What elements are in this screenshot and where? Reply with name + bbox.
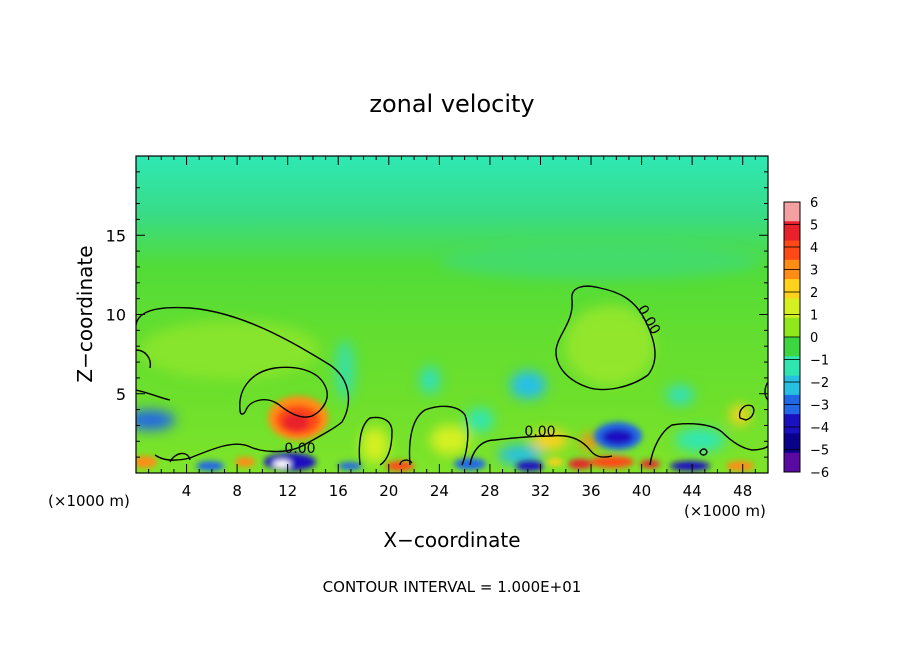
heatmap-field [136, 156, 768, 473]
colorbar-swatch [784, 356, 800, 377]
colorbar-label: −4 [810, 421, 829, 436]
colorbar-swatch [784, 298, 800, 319]
contour-line [239, 366, 328, 418]
contour-line [738, 404, 755, 421]
contour-line [764, 381, 768, 401]
x-tick-label: 48 [733, 482, 752, 500]
contour-line [555, 285, 656, 391]
colorbar-swatch [784, 414, 800, 434]
contour-line [136, 306, 350, 461]
zero-contours [136, 285, 768, 466]
colorbar-swatch [784, 221, 800, 242]
colorbar-swatch [784, 202, 800, 222]
colorbar-label: −2 [810, 376, 829, 391]
colorbar-label: −3 [810, 399, 829, 414]
contour-line [408, 405, 469, 466]
x-tick-label: 4 [182, 482, 192, 500]
x-tick-label: 16 [329, 482, 348, 500]
x-tick-label: 8 [232, 482, 242, 500]
y-tick-label: 10 [106, 306, 126, 325]
contour-line [358, 416, 393, 466]
contour-line [699, 448, 708, 456]
x-tick-label: 24 [430, 482, 449, 500]
contour-line [136, 389, 171, 401]
x-tick-label: 28 [480, 482, 499, 500]
colorbar-label: 3 [810, 264, 818, 279]
colorbar-swatch [784, 452, 800, 473]
contour-label: 0.00 [284, 441, 315, 457]
y-axis-label: Z−coordinate [73, 245, 97, 382]
colorbar-swatch [784, 317, 800, 338]
colorbar-swatch [784, 337, 800, 357]
x-tick-label: 12 [278, 482, 297, 500]
colorbar-label: 1 [810, 309, 818, 324]
x-tick-label: 36 [581, 482, 600, 500]
x-tick-label: 32 [531, 482, 550, 500]
colorbar-swatch [784, 375, 800, 396]
colorbar-swatch [784, 279, 800, 299]
contour-line [399, 459, 413, 466]
contour-line [469, 434, 613, 466]
colorbar-label: 5 [810, 219, 818, 234]
x-units-right: (×1000 m) [684, 502, 766, 520]
x-axis: 4 8 12 16 20 24 28 32 36 40 44 48 [148, 156, 756, 500]
contour-label: 0.00 [524, 424, 555, 440]
colorbar-label: 6 [810, 196, 818, 211]
x-tick-label: 20 [379, 482, 398, 500]
y-axis: 5 10 15 [106, 171, 768, 458]
colorbar-label: 0 [810, 331, 818, 346]
colorbar-label: −5 [810, 444, 829, 459]
colorbar-swatch [784, 240, 800, 261]
contour-line [136, 349, 152, 369]
colorbar-label: 4 [810, 241, 818, 256]
contour-line [649, 423, 768, 466]
colorbar: 6 5 4 3 2 1 0 −1 −2 −3 −4 −5 −6 [783, 196, 829, 481]
x-units-left: (×1000 m) [48, 492, 130, 510]
colorbar-swatch [784, 433, 800, 454]
x-tick-label: 44 [683, 482, 702, 500]
y-tick-label: 5 [116, 385, 126, 404]
contour-line [169, 452, 191, 463]
x-tick-label: 40 [632, 482, 651, 500]
colorbar-label: −6 [810, 466, 829, 481]
y-tick-label: 15 [106, 226, 126, 245]
colorbar-label: 2 [810, 286, 818, 301]
contour-interval-note: CONTOUR INTERVAL = 1.000E+01 [323, 578, 582, 596]
x-axis-label: X−coordinate [383, 528, 520, 552]
colorbar-label: −1 [810, 354, 829, 369]
chart-title: zonal velocity [369, 90, 534, 118]
